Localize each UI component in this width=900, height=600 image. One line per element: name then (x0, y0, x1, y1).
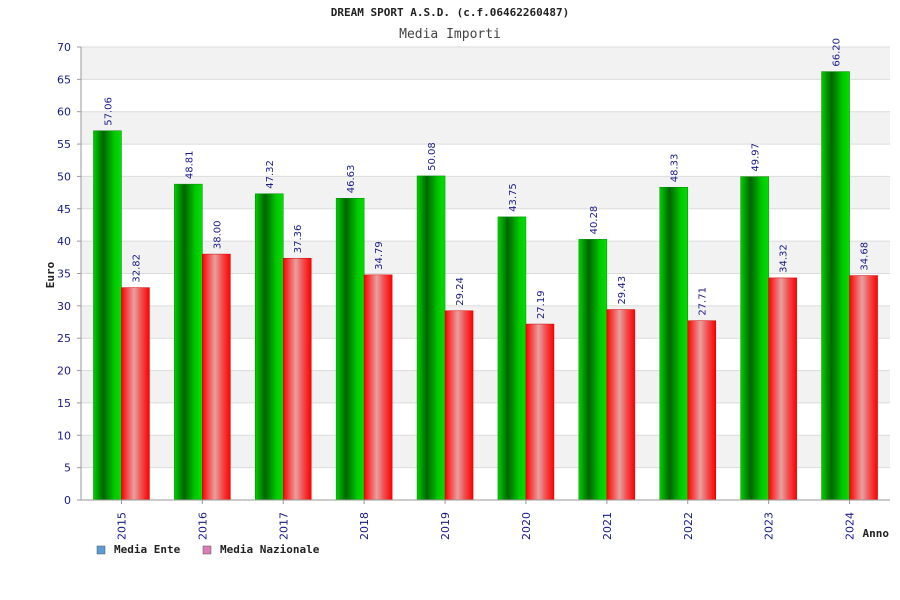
bar-media-nazionale (525, 323, 555, 501)
y-tick-label: 55 (57, 138, 71, 151)
bar-media-ente (659, 186, 688, 501)
legend-label-media-ente: Media Ente (114, 543, 181, 556)
value-label-media-ente: 46.63 (346, 165, 357, 194)
value-label-media-ente: 48.81 (184, 150, 195, 179)
y-tick-label: 10 (57, 429, 71, 442)
bar-media-nazionale (687, 320, 716, 501)
legend-swatch-media-ente (96, 545, 106, 555)
bars (93, 71, 878, 501)
bar-media-nazionale (849, 275, 878, 501)
value-label-media-ente: 49.97 (751, 143, 762, 172)
value-label-media-nazionale: 34.79 (374, 241, 385, 270)
bar-media-nazionale (202, 253, 231, 501)
bar-media-nazionale (363, 274, 393, 501)
value-label-media-ente: 47.32 (265, 160, 276, 189)
x-tick-label: 2024 (844, 512, 857, 540)
x-axis-title: Anno (863, 527, 890, 540)
value-label-media-ente: 40.28 (589, 206, 600, 235)
bar-media-ente (497, 216, 527, 501)
bar-media-ente (578, 239, 608, 501)
legend-label-media-nazionale: Media Nazionale (220, 543, 320, 556)
legend: Media Ente Media Nazionale (96, 543, 320, 556)
bar-media-nazionale (606, 309, 636, 501)
value-label-media-nazionale: 27.71 (698, 287, 709, 316)
bar-media-nazionale (283, 257, 312, 501)
bar-media-ente (93, 130, 122, 501)
chart-subtitle: Media Importi (399, 27, 501, 42)
y-tick-label: 50 (57, 170, 71, 183)
value-label-media-nazionale: 37.36 (293, 225, 304, 254)
bar-media-ente (821, 71, 850, 501)
value-label-media-nazionale: 29.24 (455, 277, 466, 306)
y-tick-label: 0 (64, 494, 71, 507)
plot-band (81, 111, 890, 145)
x-tick-label: 2017 (277, 512, 290, 540)
y-tick-label: 20 (57, 365, 71, 378)
bar-media-nazionale (444, 310, 474, 501)
y-tick-label: 65 (57, 73, 71, 86)
legend-swatch-media-nazionale (202, 545, 212, 555)
value-label-media-nazionale: 34.68 (860, 242, 871, 271)
value-label-media-nazionale: 32.82 (131, 254, 142, 283)
y-tick-label: 40 (57, 235, 71, 248)
plot-band (81, 79, 890, 112)
y-tick-label: 35 (57, 268, 71, 281)
y-tick-label: 15 (57, 397, 71, 410)
x-tick-label: 2015 (115, 512, 128, 540)
x-tick-label: 2020 (520, 512, 533, 540)
y-tick-label: 45 (57, 203, 71, 216)
x-tick-label: 2023 (763, 512, 776, 540)
value-label-media-nazionale: 29.43 (617, 276, 628, 305)
bar-media-ente (416, 175, 446, 501)
value-label-media-ente: 43.75 (508, 183, 519, 212)
y-axis-ticks: 0 5 10 15 20 25 30 35 40 45 50 55 60 65 70 (57, 41, 81, 507)
value-label-media-nazionale: 38.00 (212, 220, 223, 249)
y-tick-label: 30 (57, 300, 71, 313)
y-tick-label: 60 (57, 106, 71, 119)
bar-media-ente (255, 193, 284, 501)
plot-band (81, 144, 890, 177)
bar-media-ente (335, 197, 365, 501)
value-label-media-ente: 50.08 (427, 142, 438, 171)
x-axis-ticks: 2015 2016 2017 2018 2019 2020 2021 2022 2023 2024 (115, 500, 857, 540)
value-label-media-ente: 48.33 (670, 154, 681, 183)
bar-media-nazionale (121, 287, 150, 501)
value-label-media-nazionale: 27.19 (536, 290, 547, 319)
value-label-media-ente: 66.20 (832, 38, 843, 67)
bar-media-nazionale (768, 277, 797, 501)
bar-media-ente (174, 183, 203, 501)
value-label-media-nazionale: 34.32 (779, 244, 790, 273)
y-tick-label: 70 (57, 41, 71, 54)
x-tick-label: 2018 (358, 512, 371, 540)
y-tick-label: 25 (57, 332, 71, 345)
x-tick-label: 2016 (196, 512, 209, 540)
x-tick-label: 2021 (601, 512, 614, 540)
y-axis-title: Euro (44, 261, 57, 288)
y-tick-label: 5 (64, 462, 71, 475)
value-labels: 57.06 32.82 48.81 38.00 47.32 37.36 46.63 34.79… (103, 38, 870, 319)
x-tick-label: 2019 (439, 512, 452, 540)
plot-band (81, 47, 890, 80)
chart-title: DREAM SPORT A.S.D. (c.f.06462260487) (331, 6, 569, 19)
value-label-media-ente: 57.06 (103, 97, 114, 126)
x-tick-label: 2022 (682, 512, 695, 540)
bar-media-ente (740, 176, 769, 501)
